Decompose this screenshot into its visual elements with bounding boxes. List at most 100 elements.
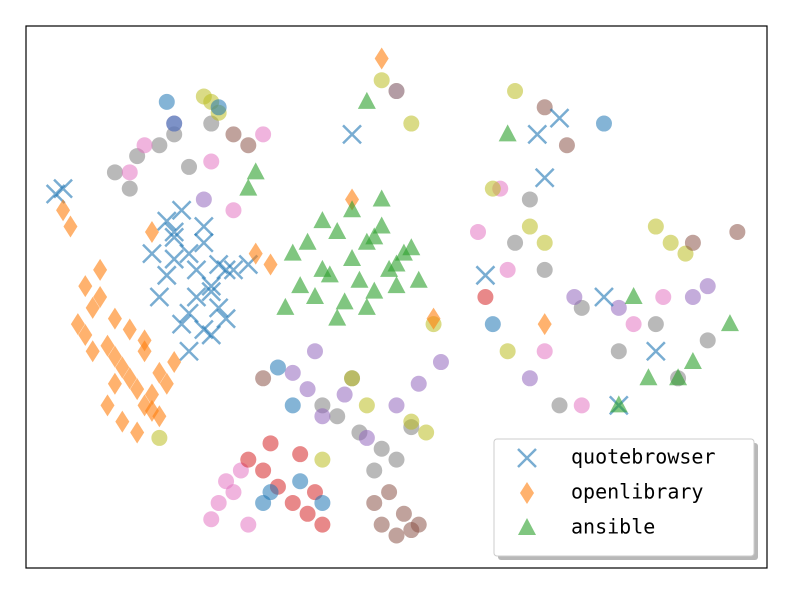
point [255, 126, 272, 143]
point [85, 340, 100, 363]
legend-marker [520, 482, 534, 504]
point [344, 370, 361, 387]
point [499, 343, 516, 360]
point [366, 462, 383, 479]
point [507, 83, 524, 100]
point [283, 243, 302, 261]
point [373, 72, 390, 89]
point [225, 126, 242, 143]
point [499, 261, 516, 278]
point [729, 223, 746, 240]
point [609, 395, 628, 413]
point [470, 223, 487, 240]
point [203, 511, 220, 528]
point [566, 289, 583, 305]
point [255, 370, 272, 387]
point [276, 297, 295, 315]
point [152, 361, 167, 384]
legend-marker [517, 448, 537, 468]
point [53, 178, 73, 199]
point [255, 462, 272, 479]
point [388, 83, 405, 100]
point [193, 216, 214, 237]
point [373, 516, 390, 533]
point [164, 249, 185, 269]
point [56, 199, 71, 222]
point [684, 234, 701, 251]
point [121, 164, 138, 181]
point [477, 289, 494, 305]
point [181, 158, 198, 175]
point [610, 299, 627, 316]
point [380, 259, 399, 277]
point [70, 313, 85, 336]
point [210, 99, 227, 116]
point [350, 270, 369, 288]
point [218, 473, 235, 490]
point [314, 451, 331, 468]
point [284, 397, 301, 414]
point [299, 381, 316, 398]
point [329, 408, 346, 425]
point [328, 308, 347, 326]
point [298, 232, 317, 250]
point [403, 115, 420, 132]
legend-label: quotebrowser [571, 445, 716, 469]
point [106, 164, 123, 181]
point [720, 314, 739, 332]
point [216, 260, 236, 280]
point [195, 88, 212, 105]
point [240, 516, 257, 533]
point [201, 281, 222, 302]
point [645, 341, 666, 362]
point [699, 332, 716, 349]
legend-box [493, 438, 755, 557]
point [388, 527, 405, 544]
point [193, 232, 214, 253]
point [144, 220, 159, 243]
point [246, 162, 265, 180]
point [107, 345, 122, 368]
point [328, 221, 347, 239]
point [387, 276, 406, 294]
point [410, 516, 427, 533]
point [343, 249, 362, 267]
point [595, 115, 612, 132]
point [100, 334, 115, 357]
point [121, 180, 138, 197]
point [625, 316, 642, 333]
point [85, 296, 100, 319]
point [269, 359, 286, 376]
point [216, 308, 236, 329]
point [372, 216, 391, 234]
point [100, 394, 115, 417]
point [263, 253, 278, 276]
point [521, 191, 538, 208]
point [357, 232, 376, 250]
point [403, 413, 420, 430]
point [122, 318, 137, 341]
point [372, 189, 391, 207]
point [336, 386, 353, 403]
point [610, 343, 627, 360]
point [536, 343, 553, 360]
point [662, 234, 679, 251]
point [284, 364, 301, 381]
point [299, 505, 316, 522]
point [130, 421, 145, 444]
point [684, 289, 701, 305]
point [388, 451, 405, 468]
point [225, 202, 242, 219]
point [345, 188, 360, 211]
point [223, 260, 244, 280]
point [357, 297, 376, 315]
point [93, 286, 108, 308]
point [159, 372, 174, 395]
point [394, 243, 413, 261]
point [395, 505, 412, 522]
point [335, 292, 354, 310]
point [305, 287, 324, 304]
point [144, 383, 159, 406]
point [78, 275, 93, 298]
point [115, 356, 130, 379]
